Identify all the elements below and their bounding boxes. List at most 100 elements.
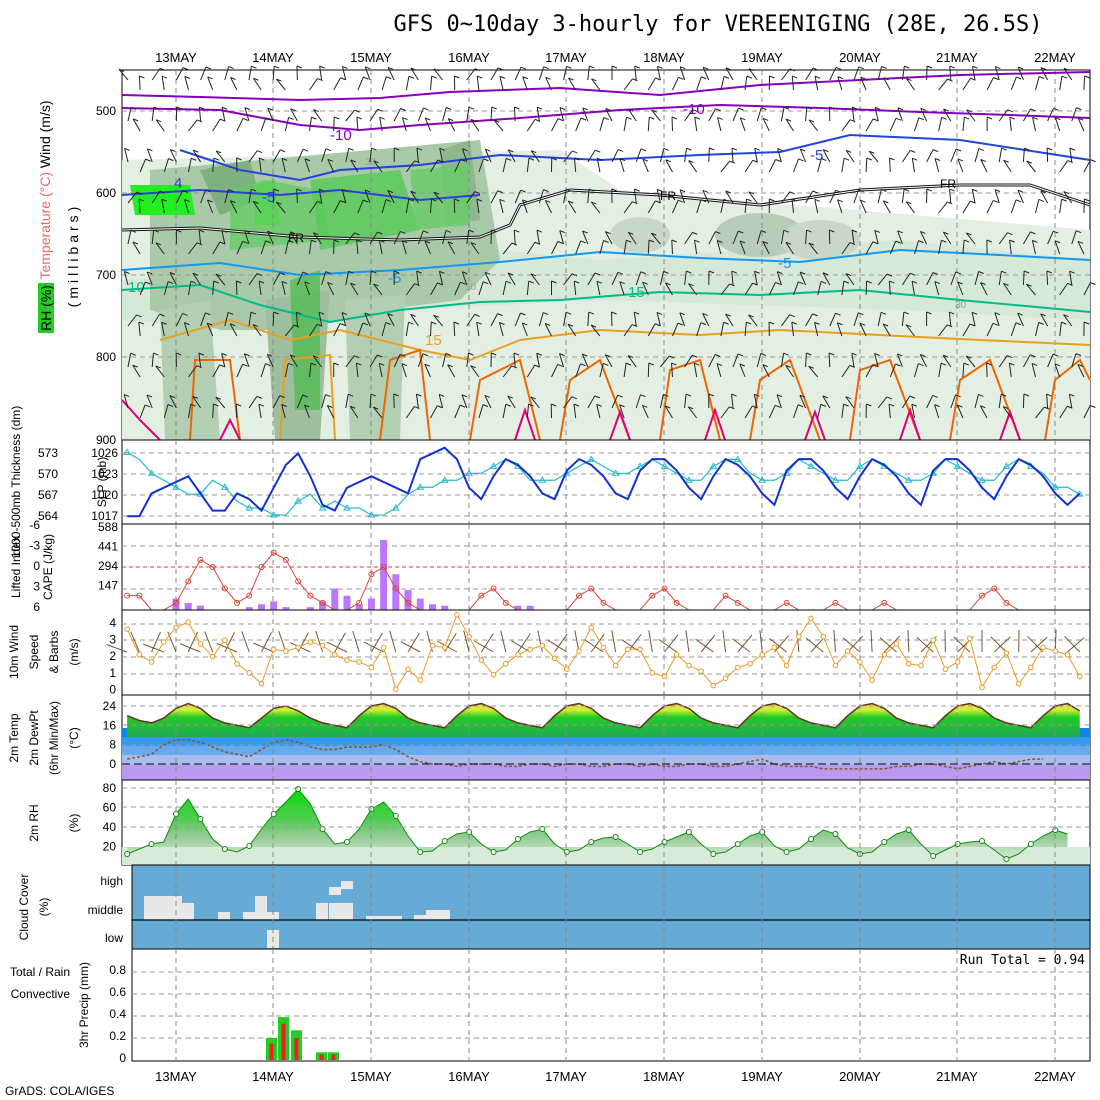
rh-point [612, 834, 619, 840]
wind-barb-flag [460, 158, 466, 162]
wind-tick: 2 [109, 649, 116, 663]
wind-barb [327, 159, 335, 173]
wind-barb [212, 118, 221, 132]
wind-barb-flag [447, 241, 454, 245]
wind-barb-flag [572, 150, 578, 154]
wind-barb [387, 313, 395, 327]
wind-barb-flag [679, 189, 686, 193]
wind-barb [829, 313, 836, 327]
wind-barb-flag [221, 352, 227, 356]
wind-barb [1047, 353, 1054, 368]
wind-barb [762, 364, 770, 378]
wind-barb [687, 406, 698, 419]
wind-barb [498, 322, 504, 337]
wind-barb-10m [768, 638, 787, 653]
wind-barb-flag [808, 242, 815, 246]
wind-barb-flag [993, 199, 999, 203]
wind-barb-flag [491, 229, 497, 233]
wind-barb-flag [566, 188, 572, 192]
wind-barb-flag [439, 393, 445, 397]
li-point [307, 592, 314, 599]
wind-barb-flag [1003, 282, 1009, 286]
wind-barb [914, 363, 919, 378]
wind-barb-10m [805, 637, 824, 653]
wind-barb [611, 149, 619, 163]
wind-barb-flag [182, 67, 189, 71]
thickness-point [1002, 462, 1011, 469]
wind-barb-flag [700, 322, 706, 326]
pressure-tick: 900 [96, 433, 116, 447]
svg-text:-5: -5 [810, 147, 823, 164]
wind-barb [1054, 240, 1061, 255]
rh-point [881, 839, 888, 845]
wind-barb-flag [528, 280, 534, 284]
wind-barb-flag [433, 68, 440, 72]
wind-barb-flag [387, 66, 394, 70]
wind-barb [530, 396, 540, 409]
wind-barb-flag [588, 311, 594, 315]
wind-barb-flag [814, 75, 821, 79]
wind-barb-flag [348, 270, 354, 274]
wind-barb-flag [688, 160, 694, 163]
wind-barb-flag [514, 106, 520, 110]
wind-barb [333, 323, 341, 337]
wind-barb [731, 147, 734, 163]
wind-barb [258, 404, 262, 419]
wind-barb-flag [1017, 312, 1023, 316]
wind-barb-flag [814, 321, 820, 325]
wind-barb-flag [822, 395, 828, 399]
wind-barb [175, 313, 183, 327]
wind-point [576, 648, 582, 654]
wind-barb [647, 200, 656, 214]
wind-barb [433, 68, 443, 81]
wind-barb-flag [731, 270, 737, 274]
wind-barb-flag [182, 190, 188, 193]
wind-barb-flag [934, 404, 940, 408]
slp-tick: 1017 [91, 509, 118, 523]
wind-barb [972, 66, 976, 81]
wind-barb-flag [582, 230, 588, 234]
wind-barb-flag [603, 362, 609, 366]
day-label-bottom: 21MAY [936, 1069, 978, 1084]
wind-barb-flag [783, 229, 790, 233]
wind-barb [905, 324, 915, 337]
wind-barb-flag [665, 405, 671, 409]
cape-bar [184, 602, 192, 610]
svg-text:Total / Rain: Total / Rain [10, 965, 70, 979]
wind-barb-flag [708, 393, 714, 397]
wind-barb [865, 157, 868, 173]
thickness-point [611, 469, 620, 476]
li-point [783, 599, 790, 606]
rh-point [173, 811, 179, 817]
wind-barb [466, 353, 470, 368]
wind-barb-flag [597, 157, 603, 161]
wind-barb [401, 363, 407, 378]
wind-barb [267, 107, 274, 122]
wind-barb-10m [389, 630, 397, 653]
wind-barb-flag [783, 106, 790, 110]
slp-line [127, 446, 1081, 518]
wind-barb [1063, 314, 1073, 327]
wind-barb [785, 241, 794, 255]
wind-barb-flag [594, 395, 600, 399]
wind-barb [582, 107, 589, 122]
wind-barb-10m [554, 633, 568, 653]
wind-barb [341, 189, 347, 204]
wind-barb-flag [723, 321, 729, 325]
wind-barb-flag [725, 190, 731, 194]
wind-barb-flag [632, 201, 638, 205]
wind-barb [1031, 240, 1036, 255]
wind-barb [290, 108, 298, 122]
wind-barb-flag [806, 106, 813, 110]
thickness-point [245, 504, 254, 511]
wind-barb-flag [136, 191, 142, 195]
wind-barb [1069, 271, 1073, 286]
svg-text:(%): (%) [37, 898, 51, 917]
wind-barb [897, 230, 903, 245]
wind-barb-flag [416, 147, 423, 151]
wind-barb [716, 363, 722, 378]
day-label-bottom: 14MAY [252, 1069, 294, 1084]
wind-barb [1040, 190, 1049, 204]
wind-barb-flag [557, 118, 564, 122]
wind-barb [424, 364, 431, 378]
